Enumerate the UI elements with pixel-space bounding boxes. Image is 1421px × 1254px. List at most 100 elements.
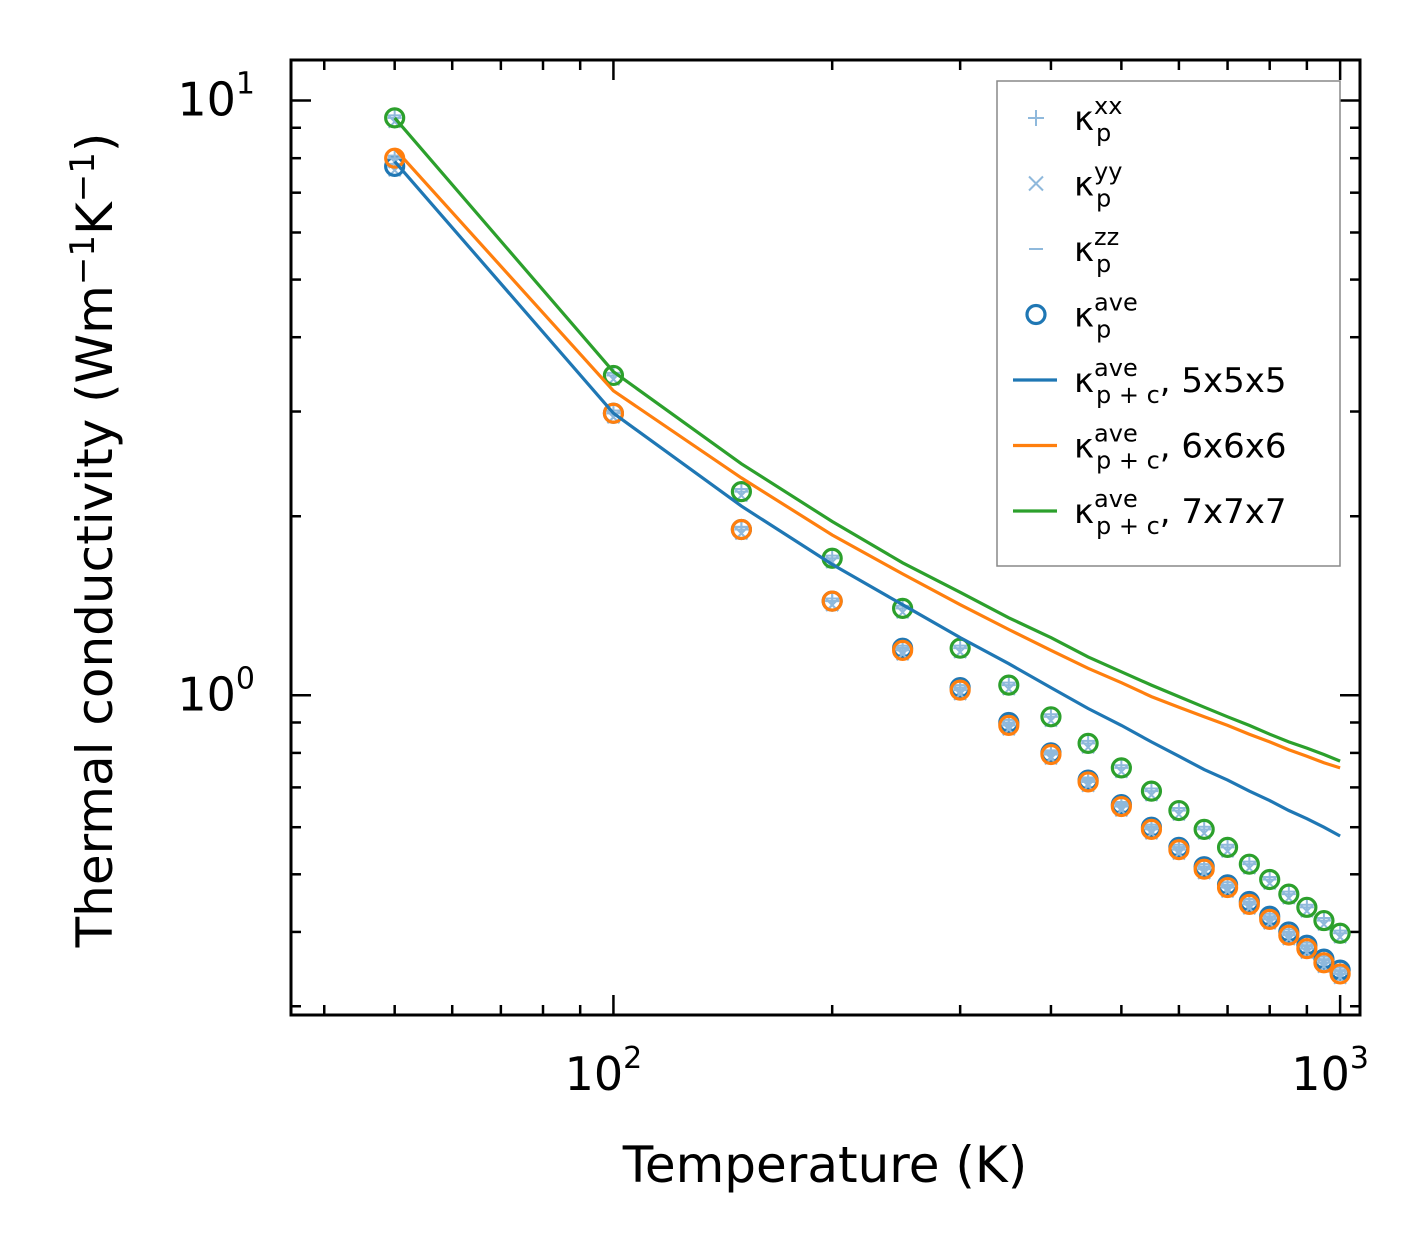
plot-area xyxy=(384,107,1351,985)
legend-sup: zz xyxy=(1094,223,1119,251)
y-tick-label-exp: 1 xyxy=(236,67,255,102)
kxx-point xyxy=(953,638,968,653)
legend-suffix: , 5x5x5 xyxy=(1160,361,1287,401)
x-tick-label: 102 xyxy=(565,1041,643,1101)
legend-symbol: κ xyxy=(1074,230,1094,270)
kxx-point xyxy=(1043,744,1058,759)
kave-point xyxy=(1193,818,1215,840)
kave-point xyxy=(1168,799,1190,822)
y-tick-label-base: 10 xyxy=(177,73,236,127)
legend-sub: p xyxy=(1096,316,1111,344)
kave-point xyxy=(1077,732,1099,755)
kxx-point xyxy=(1333,964,1348,979)
legend-box xyxy=(996,80,1341,567)
legend-sup: yy xyxy=(1094,158,1122,186)
legend-label: κyy p xyxy=(1074,158,1122,213)
kave-point xyxy=(1077,771,1099,793)
kxx-point xyxy=(1081,772,1096,787)
kave-point xyxy=(998,674,1020,696)
kxx-point xyxy=(1001,675,1016,690)
kxx-point xyxy=(1114,796,1129,811)
kave-point xyxy=(730,518,752,541)
kave-point xyxy=(1278,924,1300,946)
kxx-point xyxy=(1220,877,1235,892)
kxx-point xyxy=(606,403,621,418)
kave-point xyxy=(602,364,625,387)
kpc-line xyxy=(393,116,1341,763)
x-tick-label: 103 xyxy=(1291,1041,1369,1101)
kpc-line xyxy=(393,147,1341,770)
kxx-point xyxy=(1333,923,1348,938)
kave-point xyxy=(1110,795,1132,818)
kxx-point xyxy=(1043,707,1058,722)
kxx-point xyxy=(1281,884,1296,899)
x-axis-label: Temperature (K) xyxy=(622,1136,1027,1194)
kave-point xyxy=(892,639,914,661)
kxx-point xyxy=(1242,894,1257,909)
kave-point xyxy=(730,481,752,503)
legend-sup: xx xyxy=(1094,92,1122,120)
legend-label: κxx p xyxy=(1074,92,1122,147)
kave-point xyxy=(1216,876,1239,899)
kave-point xyxy=(1040,706,1062,728)
kave-point xyxy=(1168,839,1190,861)
kxx-point xyxy=(825,548,840,563)
kave-point xyxy=(384,107,406,129)
y-label-end: ) xyxy=(66,133,124,153)
legend-symbol: κ xyxy=(1074,165,1094,205)
legend-sup: ave xyxy=(1094,485,1138,513)
legend-x-icon xyxy=(1028,175,1044,192)
kave-point xyxy=(1040,743,1062,766)
kxx-point xyxy=(734,519,749,534)
kxx-point xyxy=(1316,953,1331,968)
legend-sub: p + c xyxy=(1096,512,1160,540)
legend-label: κave p + c, 7x7x7 xyxy=(1074,485,1287,540)
kave-point xyxy=(1296,896,1318,918)
kave-point xyxy=(1110,757,1132,779)
kave-point xyxy=(1193,858,1215,880)
legend-suffix: , 7x7x7 xyxy=(1160,492,1287,532)
legend-sub: p + c xyxy=(1096,381,1160,409)
kxx-point xyxy=(1197,859,1212,874)
kxx-point xyxy=(1220,837,1235,852)
legend-sup: ave xyxy=(1094,354,1138,382)
y-tick-label-base: 10 xyxy=(177,667,236,721)
x-tick-label-base: 10 xyxy=(565,1047,624,1101)
kave-point xyxy=(1140,780,1163,802)
kxx-point xyxy=(1144,781,1159,796)
legend-sub: p + c xyxy=(1096,447,1160,475)
kxx-point xyxy=(1171,840,1186,855)
y-label-exp1: −1 xyxy=(63,235,103,285)
kave-point xyxy=(949,679,971,701)
y-label-exp2: −1 xyxy=(63,152,103,202)
legend-label: κzz p xyxy=(1074,223,1119,278)
y-label-base: Thermal conductivity (Wm xyxy=(66,285,124,948)
legend-sub: p xyxy=(1096,119,1111,147)
kxx-point xyxy=(1197,819,1212,834)
kxx-point xyxy=(1144,819,1159,834)
legend-symbol: κ xyxy=(1074,361,1094,401)
axis-ticks xyxy=(291,60,1360,1015)
kxx-point xyxy=(895,640,910,655)
kxx-point xyxy=(953,680,968,695)
kave-point xyxy=(1216,836,1239,858)
kxx-point xyxy=(1299,939,1314,954)
legend-label: κave p + c, 6x6x6 xyxy=(1074,420,1287,475)
legend-suffix: , 6x6x6 xyxy=(1160,427,1287,467)
kave-point xyxy=(1313,952,1335,974)
plot-frame xyxy=(289,58,1362,1017)
legend-symbol: κ xyxy=(1074,296,1094,336)
y-tick-label: 100 xyxy=(177,661,255,721)
legend-sup: ave xyxy=(1094,289,1138,317)
legend-sup: ave xyxy=(1094,420,1138,448)
kave-point xyxy=(1140,818,1163,840)
legend-symbol: κ xyxy=(1074,427,1094,467)
kxx-point xyxy=(1171,800,1186,815)
kave-point xyxy=(1329,922,1351,944)
kave-point xyxy=(1238,893,1260,916)
kxx-point xyxy=(1299,897,1314,912)
kave-point xyxy=(1259,868,1281,891)
